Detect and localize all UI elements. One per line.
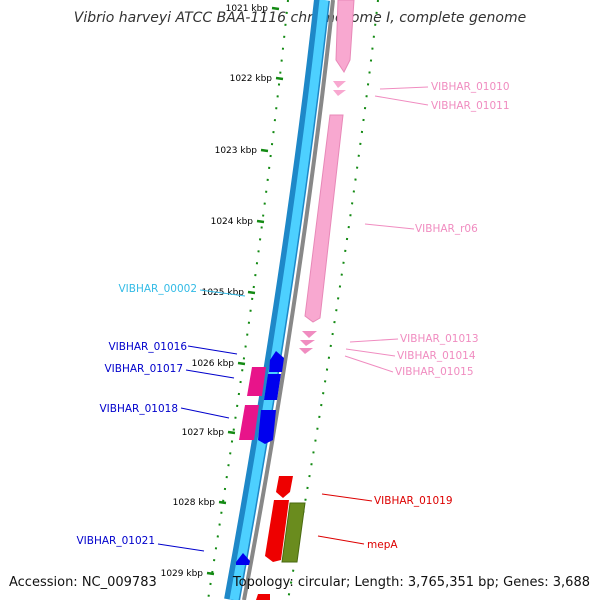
gene-label: VIBHAR_01010 <box>431 81 510 93</box>
gene-vibhar-01017 <box>247 367 266 396</box>
gene-label: VIBHAR_01016 <box>108 341 187 353</box>
gene-vibhar-01013 <box>302 331 317 338</box>
tick-mark <box>237 361 246 366</box>
gene-label: VIBHAR_01014 <box>397 350 476 362</box>
backbone-inner-ring <box>229 0 329 600</box>
tick-label: 1022 kbp <box>230 74 273 84</box>
gene-label-leader <box>199 289 246 297</box>
tick-label: 1021 kbp <box>226 4 269 14</box>
gene-label: VIBHAR_01018 <box>99 403 178 415</box>
tick-label: 1026 kbp <box>192 359 235 369</box>
outer-dotted-ring <box>207 0 289 600</box>
gene-vibhar-01014 <box>300 340 315 346</box>
tick-mark <box>227 430 236 435</box>
gene-label: VIBHAR_01017 <box>104 363 183 375</box>
gene-label-leader <box>321 493 373 502</box>
tick-label: 1029 kbp <box>161 569 204 579</box>
tick-mark <box>260 148 269 153</box>
gene-label-leader <box>374 95 429 106</box>
red-genes <box>256 476 306 600</box>
gene-label: VIBHAR_01015 <box>395 366 474 378</box>
gene-label-leader <box>344 355 394 373</box>
gene-label: VIBHAR_r06 <box>415 223 478 235</box>
tick-mark <box>271 6 280 11</box>
gene-label-layer: VIBHAR_01010 VIBHAR_01011 VIBHAR_r06 VIBHAR… <box>76 81 510 552</box>
gene-vibhar-01018 <box>239 405 259 440</box>
gene-blue-mid <box>264 374 281 400</box>
gene-pink-top <box>335 0 355 73</box>
gene-vibhar-01015 <box>299 348 313 354</box>
gene-vibhar-01010 <box>333 81 346 88</box>
gene-label-leader <box>379 86 429 90</box>
tick-label: 1023 kbp <box>215 146 258 156</box>
gene-label-leader <box>185 369 235 379</box>
gene-label: VIBHAR_01013 <box>400 333 479 345</box>
gene-label-leader <box>349 338 399 343</box>
pink-genes <box>299 0 355 354</box>
topology-text: Topology: circular; Length: 3,765,351 bp… <box>232 575 590 590</box>
map-title: Vibrio harveyi ATCC BAA-1116 chromosome … <box>73 10 527 26</box>
gene-label-leader <box>364 223 415 230</box>
gene-label: VIBHAR_00002 <box>118 283 197 295</box>
gene-label-leader <box>157 543 205 552</box>
blue-genes <box>236 351 284 565</box>
gene-olive <box>281 502 306 563</box>
tick-mark <box>218 500 227 505</box>
gene-label: VIBHAR_01019 <box>374 495 453 507</box>
gene-label-leader <box>180 407 230 419</box>
gene-vibhar-01019 <box>276 476 293 498</box>
gene-label-leader <box>317 535 365 545</box>
tick-label: 1027 kbp <box>182 428 225 438</box>
inner-dotted-ring <box>287 0 379 600</box>
tick-label: 1024 kbp <box>211 217 254 227</box>
tick-mark <box>275 76 284 81</box>
gene-vibhar-01011 <box>333 90 346 96</box>
gene-red-bottom <box>256 594 270 600</box>
gene-vibhar-01016 <box>269 351 284 372</box>
gene-label-leader <box>345 348 396 357</box>
gene-label: VIBHAR_01011 <box>431 100 510 112</box>
gene-blue-lower <box>258 410 276 444</box>
gene-label: mepA <box>367 539 398 551</box>
gene-label-leader <box>187 345 238 355</box>
gray-ring <box>242 0 335 600</box>
gene-vibhar-r06 <box>304 114 344 323</box>
magenta-genes <box>239 367 266 440</box>
gene-label: VIBHAR_01021 <box>76 535 155 547</box>
gene-mepA <box>265 500 289 562</box>
accession-text: Accession: NC_009783 <box>9 575 157 590</box>
tick-mark <box>206 571 215 576</box>
tick-mark <box>247 290 256 295</box>
tick-mark <box>256 219 265 224</box>
tick-label: 1028 kbp <box>173 498 216 508</box>
gene-vibhar-01021 <box>236 553 250 565</box>
